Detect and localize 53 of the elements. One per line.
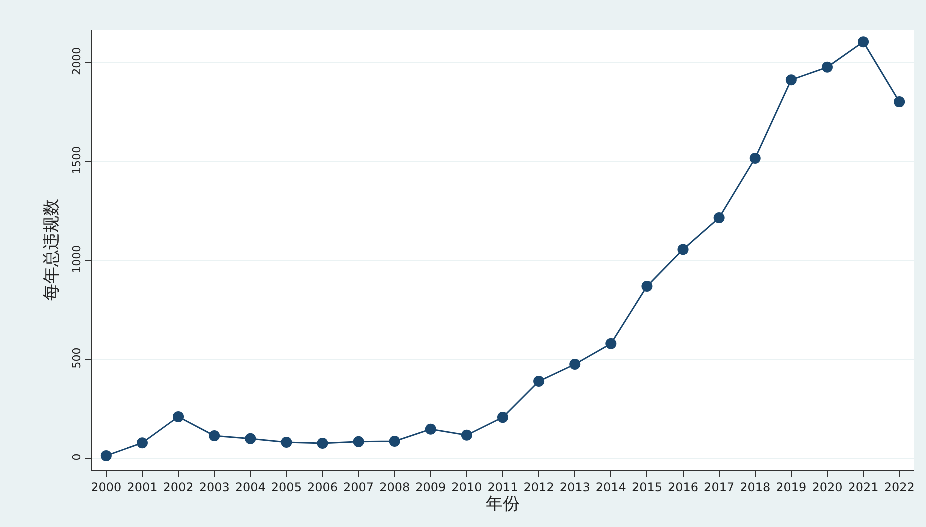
point bbox=[894, 96, 906, 108]
y-axis-title: 每年总违规数 bbox=[42, 199, 62, 301]
x-tick-label: 2011 bbox=[488, 480, 518, 494]
point bbox=[136, 438, 148, 449]
x-tick-label: 2007 bbox=[344, 480, 374, 494]
point bbox=[678, 244, 689, 256]
y-tick-label: 500 bbox=[70, 348, 84, 369]
x-tick-label: 2012 bbox=[524, 480, 554, 494]
point bbox=[498, 412, 508, 424]
x-tick-label: 2020 bbox=[812, 480, 843, 494]
point bbox=[642, 281, 653, 292]
x-tick-label: 2013 bbox=[560, 480, 590, 494]
point bbox=[858, 36, 870, 48]
y-tick-label: 1000 bbox=[70, 245, 84, 274]
y-tick-label: 1500 bbox=[70, 146, 84, 174]
x-tick-label: 2016 bbox=[668, 480, 699, 494]
point bbox=[245, 433, 256, 444]
point bbox=[750, 152, 761, 164]
point bbox=[425, 424, 436, 435]
x-tick-label: 2008 bbox=[380, 480, 410, 494]
point bbox=[786, 74, 797, 86]
x-tick-label: 2004 bbox=[235, 480, 266, 494]
point bbox=[389, 436, 400, 447]
x-tick-label: 2021 bbox=[848, 480, 879, 494]
x-tick-label: 2000 bbox=[91, 480, 122, 494]
point bbox=[281, 436, 292, 448]
x-tick-label: 2001 bbox=[127, 480, 158, 494]
x-tick-label: 2022 bbox=[884, 480, 915, 494]
point bbox=[209, 430, 220, 442]
x-tick-label: 2019 bbox=[776, 480, 807, 494]
x-tick-label: 2002 bbox=[163, 480, 194, 494]
point bbox=[534, 376, 545, 388]
point bbox=[606, 338, 617, 350]
x-tick-label: 2018 bbox=[740, 480, 771, 494]
x-tick-label: 2003 bbox=[199, 480, 230, 494]
x-tick-label: 2014 bbox=[596, 480, 626, 494]
y-tick-label: 2000 bbox=[70, 47, 84, 76]
point bbox=[317, 438, 328, 449]
point bbox=[461, 430, 472, 441]
x-tick-label: 2009 bbox=[416, 480, 446, 494]
point bbox=[570, 359, 581, 370]
point bbox=[822, 62, 833, 73]
point bbox=[353, 436, 364, 448]
x-tick-label: 2015 bbox=[632, 480, 662, 494]
point bbox=[173, 411, 184, 422]
point bbox=[714, 212, 725, 224]
x-axis-title: 年份 bbox=[486, 494, 520, 514]
x-tick-label: 2017 bbox=[704, 480, 735, 494]
y-tick-label: 0 bbox=[70, 454, 84, 461]
x-tick-label: 2010 bbox=[452, 480, 482, 494]
point bbox=[100, 450, 112, 462]
x-tick-label: 2005 bbox=[271, 480, 302, 494]
x-tick-label: 2006 bbox=[307, 480, 338, 494]
